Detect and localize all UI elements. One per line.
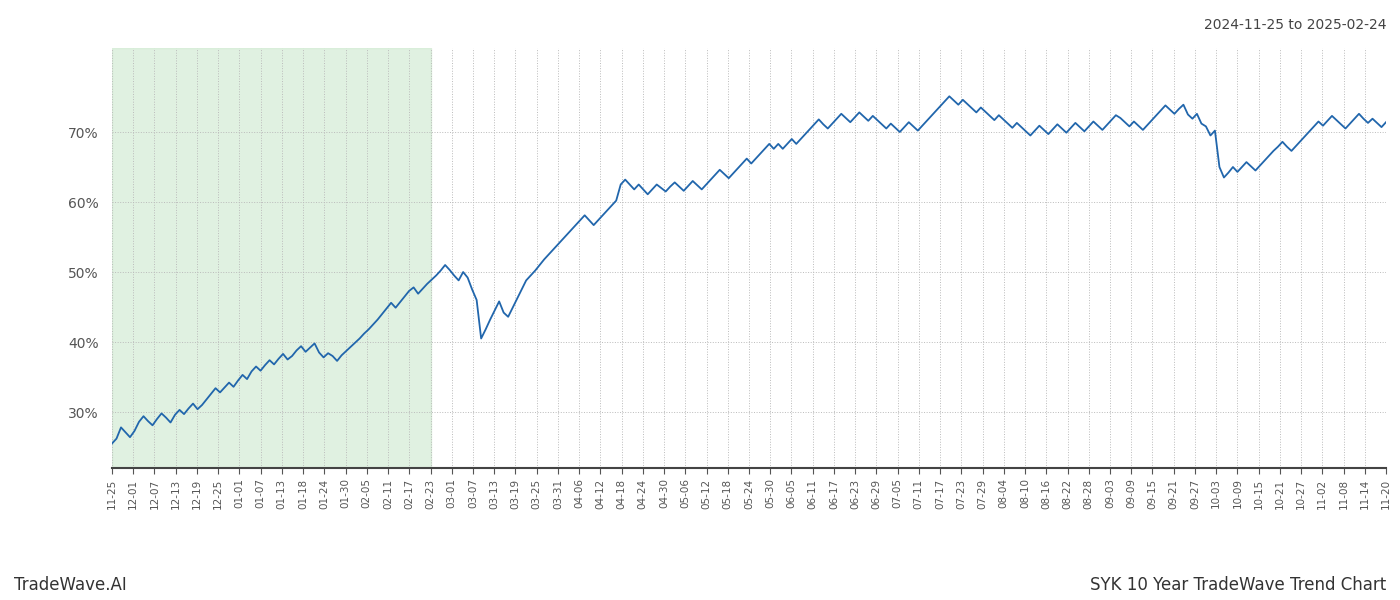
Text: SYK 10 Year TradeWave Trend Chart: SYK 10 Year TradeWave Trend Chart — [1089, 576, 1386, 594]
Text: TradeWave.AI: TradeWave.AI — [14, 576, 127, 594]
Text: 2024-11-25 to 2025-02-24: 2024-11-25 to 2025-02-24 — [1204, 18, 1386, 32]
Bar — [112, 48, 431, 468]
